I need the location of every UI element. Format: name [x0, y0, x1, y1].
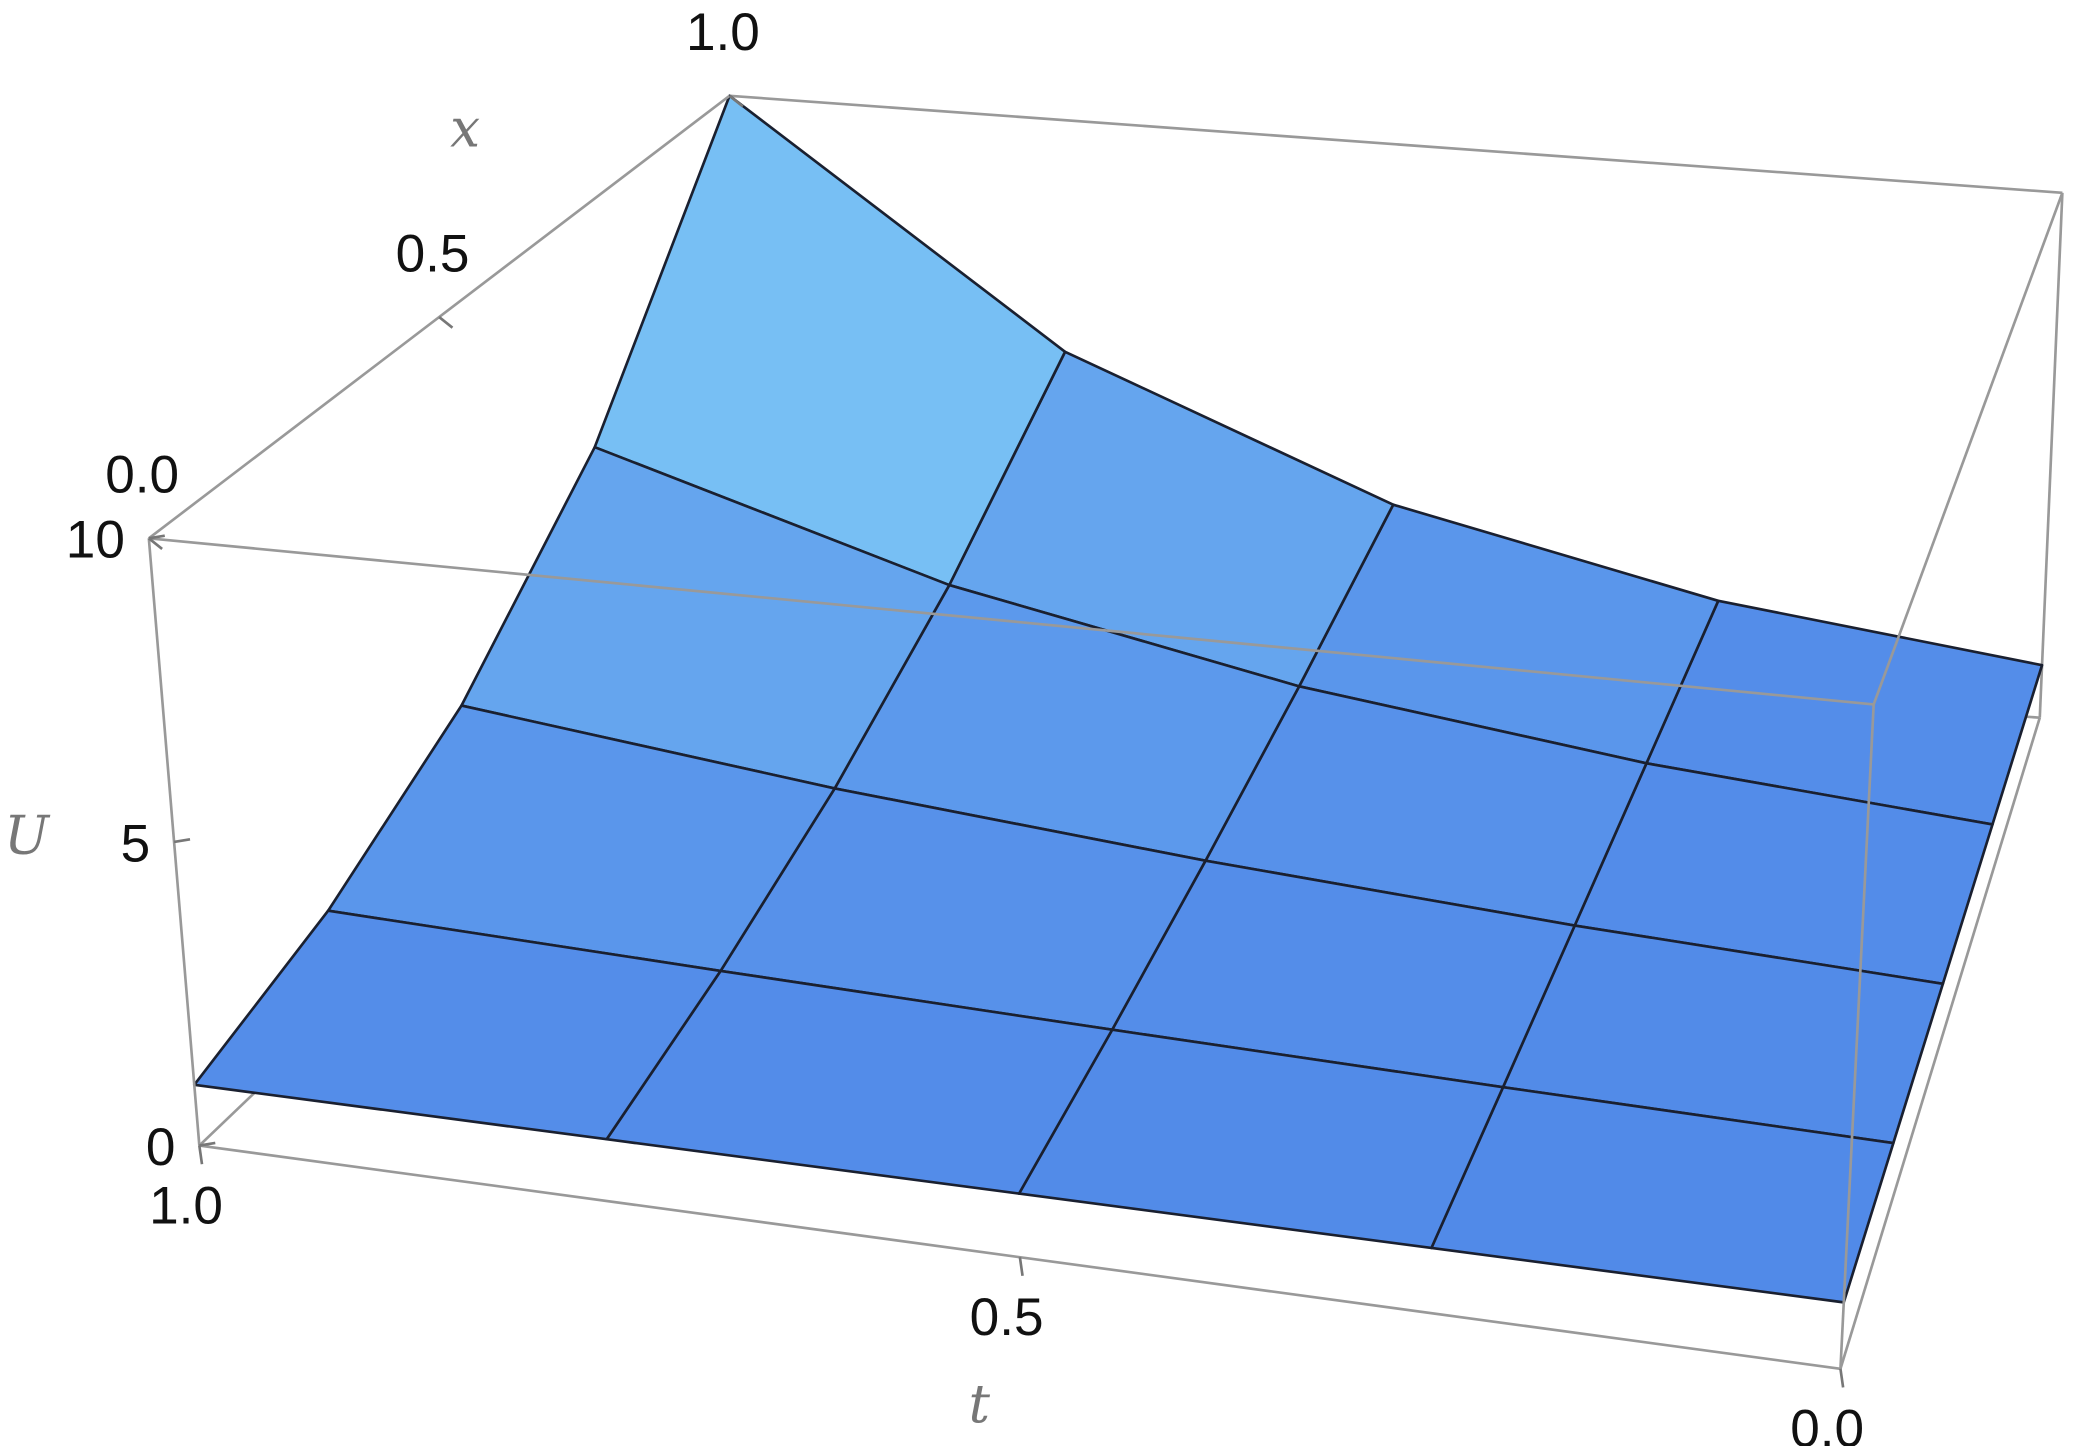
z-tick	[173, 837, 191, 844]
z-tick-label: 0	[146, 1118, 176, 1177]
box-edge	[1839, 704, 1876, 1369]
x-axis-title: x	[450, 97, 480, 159]
box-front: 0 5 10 0.0 0.5 1.0 1.0 0.5 0.0	[66, 3, 2064, 1446]
box-edge	[2038, 192, 2064, 718]
box-edge	[1872, 192, 2064, 705]
x-tick	[438, 315, 454, 329]
x-tick	[148, 537, 163, 550]
box-edge	[148, 536, 1874, 706]
z-tick	[148, 534, 165, 540]
x-tick-label: 0.5	[396, 224, 470, 283]
t-tick-label: 0.5	[970, 1288, 1044, 1347]
box-edge	[1839, 717, 2042, 1370]
u-axis-title: U	[4, 804, 51, 866]
box-edge	[729, 94, 2063, 195]
x-tick	[728, 94, 744, 108]
t-tick	[1018, 1257, 1024, 1276]
surface	[192, 94, 2044, 1304]
t-axis-title: t	[969, 1373, 991, 1435]
z-tick-label: 10	[66, 511, 125, 570]
surface-patch	[192, 909, 722, 1141]
x-tick-label: 1.0	[686, 3, 760, 62]
t-tick	[198, 1145, 204, 1165]
x-tick-label: 0.0	[105, 446, 179, 505]
z-tick-label: 5	[121, 814, 151, 873]
t-tick-label: 1.0	[149, 1176, 223, 1235]
z-tick	[199, 1141, 216, 1147]
t-tick-label: 0.0	[1790, 1400, 1864, 1446]
t-tick	[1839, 1368, 1845, 1388]
